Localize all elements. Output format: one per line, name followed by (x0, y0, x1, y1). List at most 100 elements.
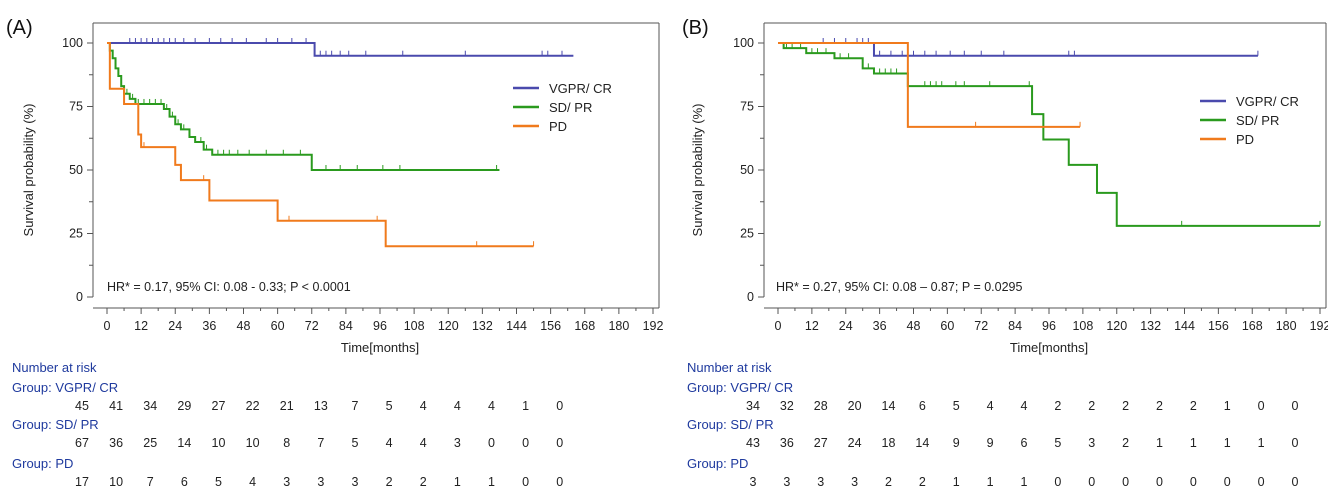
risk-count: 6 (1021, 436, 1028, 450)
risk-count: 0 (1292, 475, 1299, 489)
x-tick-label: 84 (339, 319, 353, 333)
risk-count: 1 (1224, 399, 1231, 413)
x-tick-label: 108 (1072, 319, 1093, 333)
risk-count: 43 (746, 436, 760, 450)
risk-count: 0 (1054, 475, 1061, 489)
x-tick-label: 48 (907, 319, 921, 333)
x-tick-label: 180 (1276, 319, 1297, 333)
risk-count: 10 (246, 436, 260, 450)
risk-count: 5 (386, 399, 393, 413)
legend-label: SD/ PR (549, 100, 592, 115)
x-tick-label: 120 (1106, 319, 1127, 333)
risk-count: 24 (848, 436, 862, 450)
risk-count: 27 (814, 436, 828, 450)
risk-group-label: Group: SD/ PR (12, 417, 99, 432)
risk-count: 10 (212, 436, 226, 450)
x-tick-label: 108 (404, 319, 425, 333)
risk-count: 1 (1258, 436, 1265, 450)
x-tick-label: 132 (472, 319, 493, 333)
risk-count: 36 (780, 436, 794, 450)
risk-count: 4 (386, 436, 393, 450)
x-tick-label: 132 (1140, 319, 1161, 333)
risk-count: 21 (280, 399, 294, 413)
risk-count: 3 (454, 436, 461, 450)
risk-count: 28 (814, 399, 828, 413)
x-tick-label: 0 (104, 319, 111, 333)
risk-count: 1 (1224, 436, 1231, 450)
y-tick-label: 100 (62, 36, 83, 50)
risk-count: 3 (1088, 436, 1095, 450)
risk-count: 14 (915, 436, 929, 450)
x-tick-label: 12 (805, 319, 819, 333)
risk-count: 17 (75, 475, 89, 489)
risk-count: 0 (522, 436, 529, 450)
risk-count: 2 (1122, 436, 1129, 450)
risk-count: 3 (283, 475, 290, 489)
x-tick-label: 48 (237, 319, 251, 333)
risk-count: 9 (953, 436, 960, 450)
risk-count: 6 (181, 475, 188, 489)
risk-count: 13 (314, 399, 328, 413)
risk-group-label: Group: SD/ PR (687, 417, 774, 432)
risk-count: 25 (143, 436, 157, 450)
risk-count: 20 (848, 399, 862, 413)
risk-count: 1 (522, 399, 529, 413)
hr-annotation: HR* = 0.27, 95% CI: 0.08 – 0.87; P = 0.0… (776, 280, 1023, 294)
risk-count: 5 (352, 436, 359, 450)
risk-count: 0 (1292, 436, 1299, 450)
legend-label: PD (1236, 132, 1254, 147)
risk-count: 3 (352, 475, 359, 489)
x-tick-label: 156 (540, 319, 561, 333)
survival-curve (107, 42, 574, 57)
series-vgpr-cr (778, 38, 1259, 57)
x-tick-label: 168 (1242, 319, 1263, 333)
risk-count: 5 (215, 475, 222, 489)
risk-count: 1 (1190, 436, 1197, 450)
x-tick-label: 168 (574, 319, 595, 333)
y-tick-label: 25 (740, 227, 754, 241)
risk-count: 1 (1156, 436, 1163, 450)
panel-label: (A) (6, 17, 33, 39)
x-tick-label: 144 (1174, 319, 1195, 333)
risk-count: 2 (1088, 399, 1095, 413)
risk-count: 5 (1054, 436, 1061, 450)
series-vgpr-cr (107, 38, 574, 57)
y-tick-label: 50 (69, 163, 83, 177)
risk-count: 1 (987, 475, 994, 489)
risk-group-label: Group: PD (12, 456, 73, 471)
risk-table-title: Number at risk (687, 360, 772, 375)
survival-curve (107, 42, 500, 171)
risk-count: 0 (488, 436, 495, 450)
panel-label: (B) (682, 17, 709, 39)
y-tick-label: 0 (747, 290, 754, 304)
y-tick-label: 75 (740, 100, 754, 114)
risk-count: 1 (1021, 475, 1028, 489)
survival-curve (778, 42, 1081, 128)
risk-count: 7 (352, 399, 359, 413)
legend-label: VGPR/ CR (549, 81, 612, 96)
risk-count: 0 (1156, 475, 1163, 489)
x-tick-label: 24 (168, 319, 182, 333)
risk-count: 7 (147, 475, 154, 489)
risk-count: 2 (420, 475, 427, 489)
x-tick-label: 144 (506, 319, 527, 333)
risk-count: 2 (1156, 399, 1163, 413)
risk-count: 2 (1054, 399, 1061, 413)
y-tick-label: 50 (740, 163, 754, 177)
risk-count: 3 (750, 475, 757, 489)
risk-count: 4 (454, 399, 461, 413)
risk-count: 0 (1292, 399, 1299, 413)
survival-curve (778, 42, 1320, 227)
risk-count: 0 (556, 475, 563, 489)
x-tick-label: 192 (643, 319, 664, 333)
risk-count: 4 (420, 399, 427, 413)
risk-count: 14 (882, 399, 896, 413)
risk-count: 5 (953, 399, 960, 413)
risk-count: 3 (851, 475, 858, 489)
risk-group-label: Group: PD (687, 456, 748, 471)
risk-count: 3 (317, 475, 324, 489)
x-tick-label: 0 (775, 319, 782, 333)
risk-count: 34 (746, 399, 760, 413)
